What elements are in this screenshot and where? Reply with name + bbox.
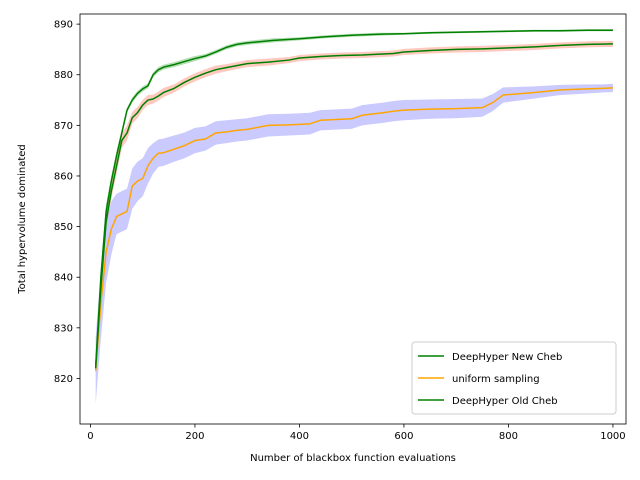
y-axis-label: Total hypervolume dominated	[17, 144, 28, 295]
plot-area-frame	[79, 13, 627, 425]
line-series-3	[94, 43, 613, 369]
legend-box	[411, 341, 617, 415]
y-tick-label: 890	[54, 20, 73, 31]
legend-label: DeepHyper New Cheb	[452, 352, 562, 363]
y-tick-label: 860	[54, 171, 73, 182]
y-tick-label: 820	[54, 374, 73, 385]
y-tick-label: 880	[54, 70, 73, 81]
y-tick-label: 850	[54, 222, 73, 233]
x-axis-ticks: 0 200 400 600 800 1000	[87, 424, 626, 442]
legend-label: DeepHyper Old Cheb	[452, 396, 558, 407]
series-lines	[94, 29, 613, 371]
x-tick-label: 200	[185, 431, 204, 442]
line-series-2	[94, 87, 613, 371]
x-tick-label: 400	[290, 431, 309, 442]
legend-label: uniform sampling	[452, 374, 540, 385]
x-tick-label: 0	[87, 431, 93, 442]
y-tick-label: 840	[54, 273, 73, 284]
x-tick-label: 600	[394, 431, 413, 442]
x-tick-label: 800	[499, 431, 518, 442]
y-axis-ticks: 820 830 840 850 860 870 880 890	[54, 20, 80, 385]
x-axis-label: Number of blackbox function evaluations	[250, 453, 456, 464]
x-tick-label: 1000	[600, 431, 625, 442]
legend: DeepHyper New Cheb uniform sampling DeepHy…	[411, 341, 617, 415]
y-tick-label: 830	[54, 323, 73, 334]
y-tick-label: 870	[54, 121, 73, 132]
line-series-1	[94, 29, 613, 366]
